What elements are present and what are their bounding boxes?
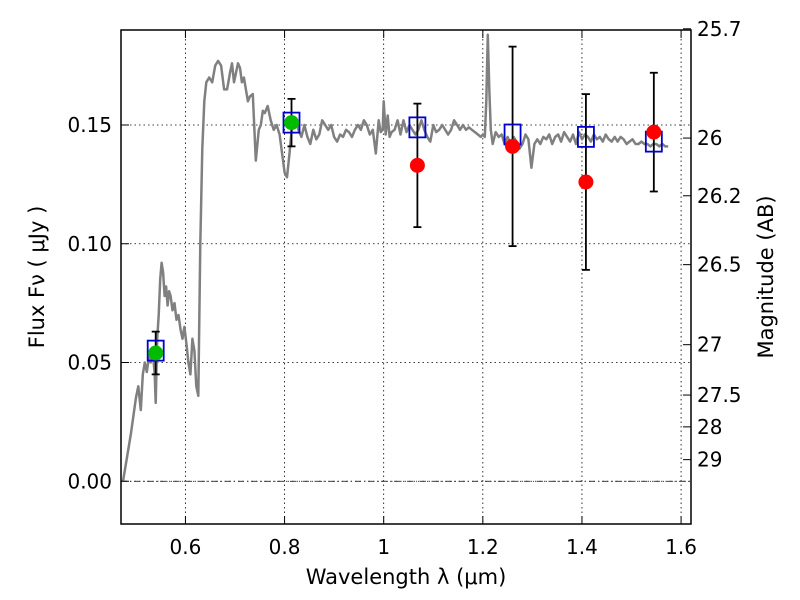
magnitude-tick-label: 27.5	[697, 383, 742, 407]
x-axis-ticks: 0.6 0.8 1 1.2 1.4 1.6	[170, 30, 697, 559]
detection-point	[284, 115, 300, 131]
detection-point	[148, 345, 164, 361]
x-tick-label: 0.8	[269, 535, 301, 559]
magnitude-axis-label: Magnitude (AB)	[754, 195, 778, 358]
plot-series	[121, 33, 669, 482]
model-photometry-point	[146, 339, 165, 362]
model-photometry-point	[408, 116, 427, 139]
magnitude-tick-label: 29	[697, 448, 722, 472]
magnitude-tick-label: 28	[697, 415, 722, 439]
magnitude-tick-label: 26	[697, 126, 722, 150]
limit-point	[646, 124, 662, 140]
limit-point	[505, 138, 521, 154]
magnitude-tick-label: 25.7	[697, 17, 742, 41]
x-tick-label: 1.2	[467, 535, 499, 559]
y-tick-label: 0.10	[67, 232, 112, 256]
grid-lines	[121, 30, 691, 524]
x-tick-label: 1.4	[566, 535, 598, 559]
limit-point	[578, 174, 594, 190]
x-tick-label: 1.6	[665, 535, 697, 559]
magnitude-tick-label: 27	[697, 333, 722, 357]
x-axis-label: Wavelength λ (μm)	[306, 565, 507, 589]
x-tick-label: 1	[377, 535, 390, 559]
model-spectrum-line	[121, 33, 669, 482]
limit-point	[409, 157, 425, 173]
x-tick-label: 0.6	[170, 535, 202, 559]
y-axis-label: Flux Fν ( μJy )	[25, 206, 49, 349]
y-axis-ticks: 0.00 0.05 0.10 0.15	[67, 113, 129, 493]
model-photometry-point	[577, 125, 595, 148]
y-tick-label: 0.00	[67, 469, 112, 493]
y-tick-label: 0.15	[67, 113, 112, 137]
y-tick-label: 0.05	[67, 351, 112, 375]
plot-frame	[120, 29, 692, 525]
magnitude-axis-ticks: 25.7 26 26.2 26.5 27 27.5 28 29	[683, 17, 742, 472]
magnitude-tick-label: 26.2	[697, 184, 742, 208]
magnitude-tick-label: 26.5	[697, 253, 742, 277]
model-photometry-point	[282, 111, 301, 134]
